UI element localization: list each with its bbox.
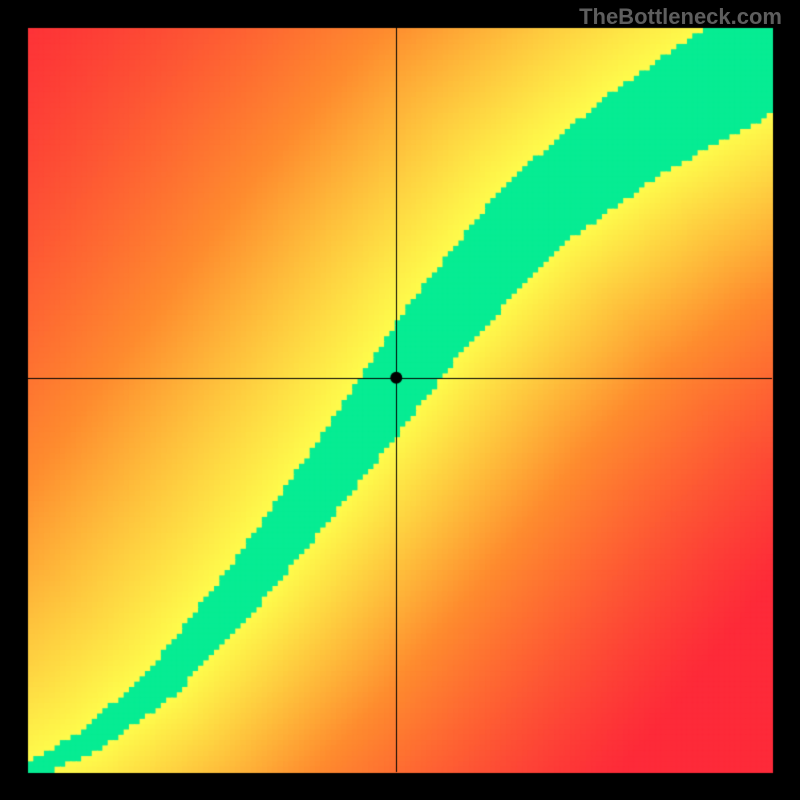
watermark-text: TheBottleneck.com xyxy=(579,4,782,30)
heatmap-canvas xyxy=(0,0,800,800)
chart-container: TheBottleneck.com xyxy=(0,0,800,800)
